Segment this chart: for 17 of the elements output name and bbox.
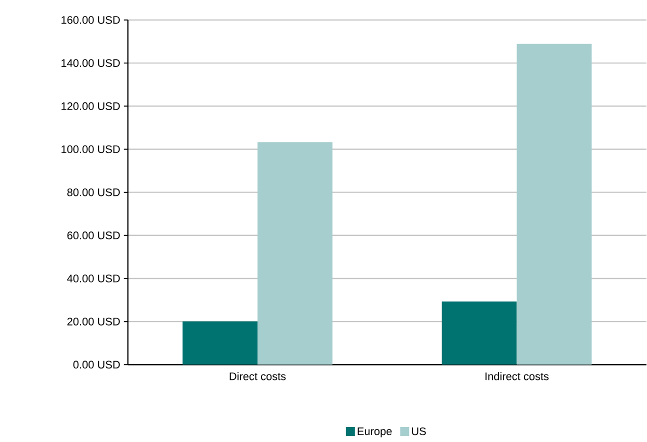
bar	[182, 322, 258, 365]
bar	[258, 142, 332, 365]
y-tick-label: 100.00 USD	[62, 146, 120, 154]
legend-label: US	[412, 428, 426, 436]
legend-label: Europe	[358, 428, 392, 438]
y-tick-label: 140.00 USD	[62, 59, 120, 68]
bar	[516, 44, 592, 365]
y-tick-label: 80.00 USD	[67, 188, 120, 196]
x-tick-label: Indirect costs	[486, 372, 549, 380]
x-tick-label: Direct costs	[230, 372, 286, 380]
y-tick-label: 0.00 USD	[73, 360, 120, 369]
y-tick-label: 60.00 USD	[67, 232, 120, 240]
bar	[442, 302, 517, 365]
y-tick-label: 20.00 USD	[67, 318, 120, 326]
y-tick-label: 120.00 USD	[62, 102, 120, 110]
y-tick-label: 160.00 USD	[62, 16, 120, 24]
y-tick-label: 40.00 USD	[67, 274, 120, 283]
